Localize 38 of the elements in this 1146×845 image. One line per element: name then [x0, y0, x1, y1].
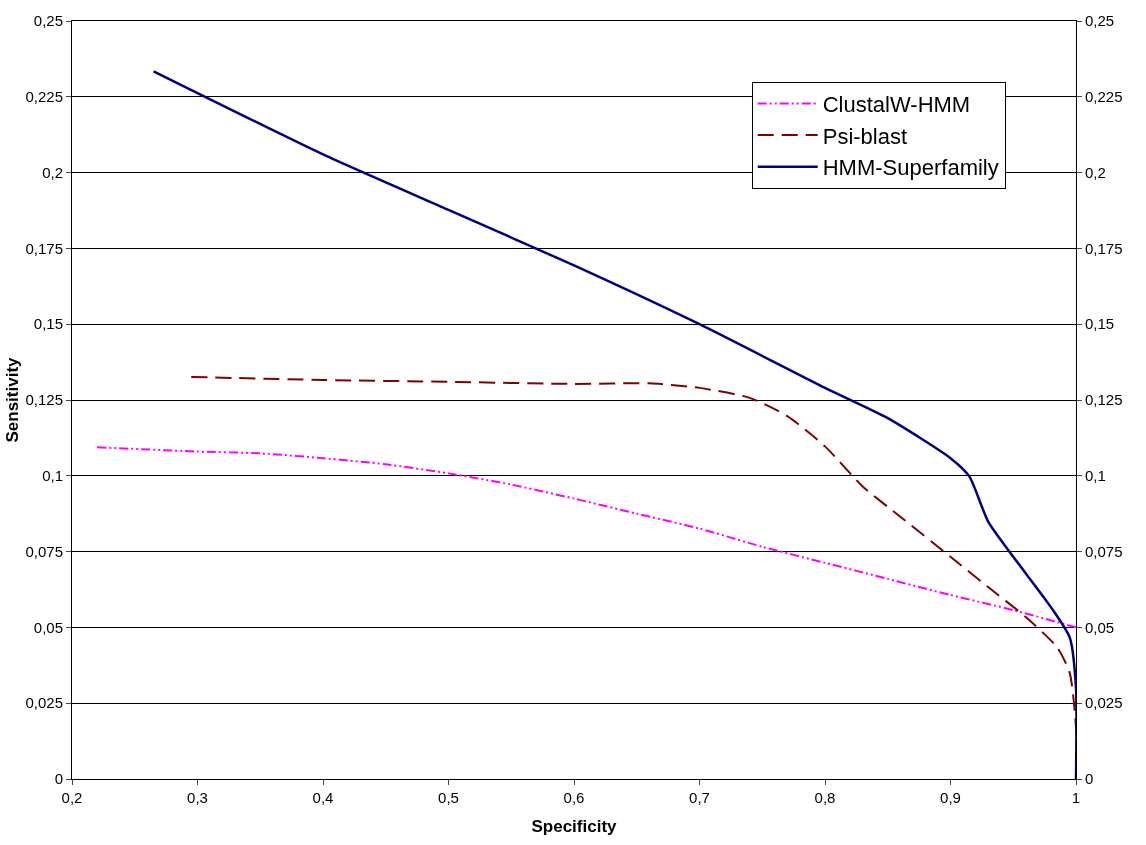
x-tick-label: 0,9 — [940, 789, 961, 806]
y2-tick-label: 0,1 — [1085, 467, 1106, 485]
y-tick-label: 0,15 — [33, 315, 63, 333]
y2-tick-label: 0,025 — [1085, 694, 1123, 712]
y2-tick-label: 0,175 — [1085, 239, 1123, 257]
x-tick-label: 0,8 — [814, 789, 836, 806]
x-tick-label: 0,7 — [689, 789, 710, 806]
x-tick-label: 0,6 — [563, 789, 585, 806]
y-tick-label: 0,05 — [33, 618, 63, 636]
y2-tick-label: 0,225 — [1085, 88, 1123, 106]
y-tick-label: 0,075 — [25, 542, 63, 560]
legend-label: HMM-Superfamily — [822, 155, 999, 181]
y-tick-label: 0,25 — [33, 12, 63, 30]
x-tick-label: 0,4 — [312, 789, 334, 806]
y2-tick-label: 0,15 — [1085, 315, 1115, 333]
y-axis-title: Sensitivity — [3, 356, 22, 443]
y-tick-label: 0,2 — [42, 163, 63, 181]
x-tick-label: 0,3 — [187, 789, 208, 806]
y2-tick-label: 0 — [1085, 770, 1094, 788]
x-tick-label: 1 — [1071, 789, 1081, 806]
y2-tick-label: 0,125 — [1085, 391, 1123, 409]
y-tick-label: 0,125 — [25, 391, 63, 409]
legend-label: Psi-blast — [822, 123, 908, 149]
x-axis-title: Specificity — [531, 817, 618, 837]
y-tick-label: 0,225 — [25, 88, 63, 106]
y-tick-label: 0 — [54, 770, 63, 788]
y2-tick-label: 0,25 — [1085, 12, 1115, 30]
y-tick-label: 0,1 — [42, 467, 63, 485]
line-series — [152, 70, 1076, 779]
x-tick-label: 0,5 — [438, 789, 459, 806]
y2-tick-label: 0,2 — [1085, 163, 1106, 181]
line-series — [96, 446, 1076, 629]
y-tick-label: 0,175 — [25, 239, 63, 257]
y2-tick-label: 0,05 — [1085, 618, 1115, 636]
y-tick-label: 0,025 — [25, 694, 63, 712]
x-tick-label: 0,2 — [61, 789, 83, 806]
legend-label: ClustalW-HMM — [822, 92, 971, 118]
y2-tick-label: 0,075 — [1085, 542, 1123, 560]
